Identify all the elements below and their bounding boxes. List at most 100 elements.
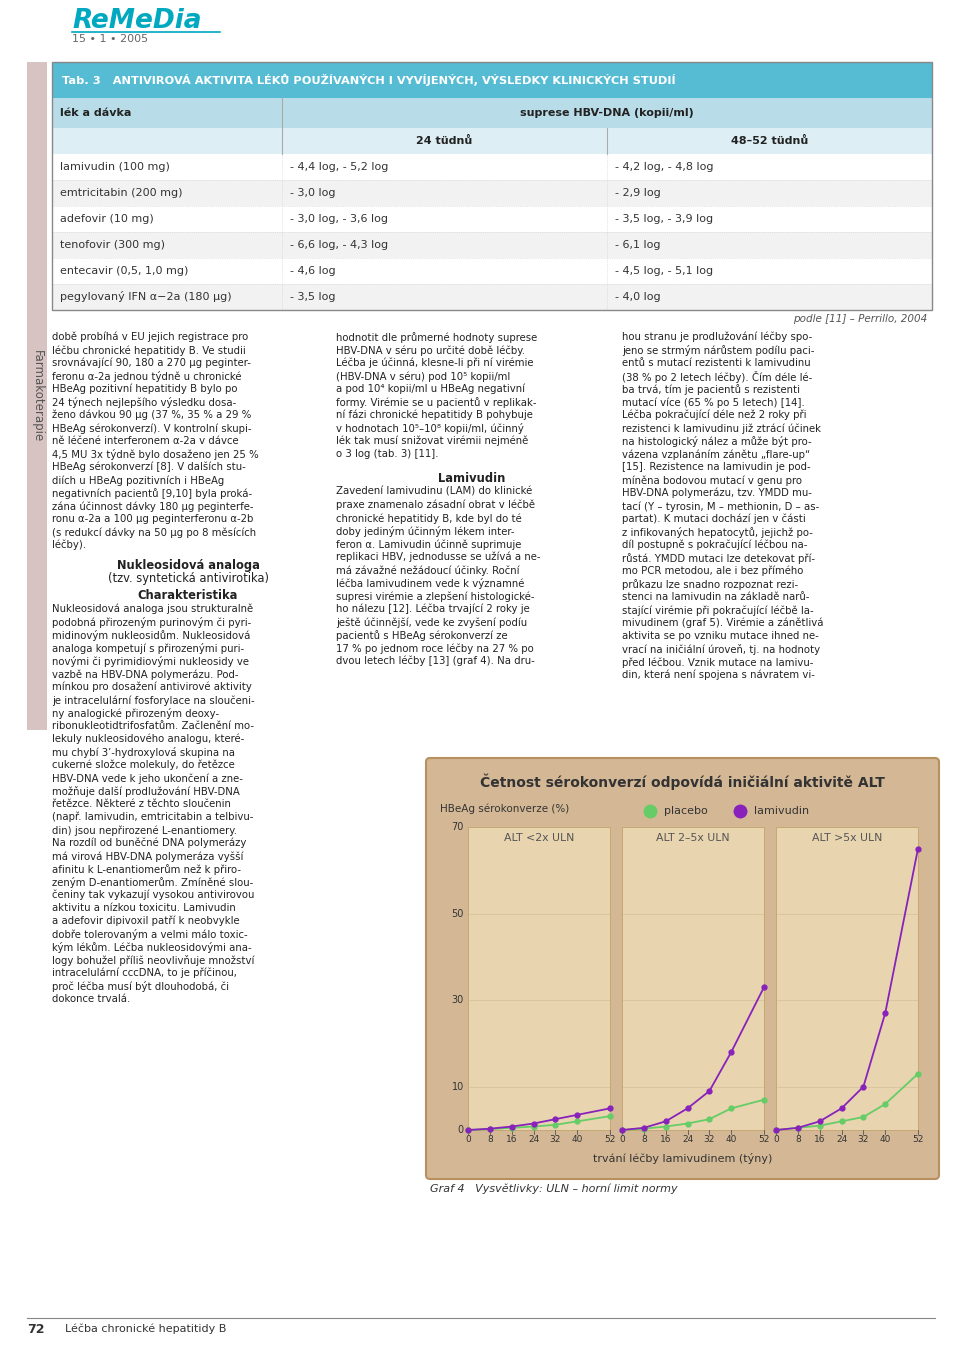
Text: ALT 2–5x ULN: ALT 2–5x ULN (657, 833, 730, 843)
Text: mo PCR metodou, ale i bez přímého: mo PCR metodou, ale i bez přímého (622, 565, 804, 576)
Text: 24: 24 (836, 1135, 847, 1144)
Text: novými či pyrimidiovými nukleosidy ve: novými či pyrimidiovými nukleosidy ve (52, 656, 249, 667)
Text: din) jsou nepřirozené L-enantiomery.: din) jsou nepřirozené L-enantiomery. (52, 824, 237, 835)
Text: Četnost sérokonverzí odpovídá iničiální aktivitě ALT: Četnost sérokonverzí odpovídá iničiální … (480, 774, 885, 791)
Text: 32: 32 (704, 1135, 715, 1144)
Text: léčbu chronické hepatitidy B. Ve studii: léčbu chronické hepatitidy B. Ve studii (52, 344, 246, 355)
Text: placebo: placebo (664, 805, 708, 816)
Text: míněna bodovou mutací v genu pro: míněna bodovou mutací v genu pro (622, 475, 802, 485)
Text: - 6,1 log: - 6,1 log (615, 240, 660, 250)
Bar (52, 127, 932, 155)
Text: léčby).: léčby). (52, 540, 86, 551)
Text: léčba lamivudinem vede k významné: léčba lamivudinem vede k významné (336, 578, 524, 589)
Text: před léčbou. Vznik mutace na lamivu-: před léčbou. Vznik mutace na lamivu- (622, 658, 813, 667)
Text: 40: 40 (571, 1135, 583, 1144)
Text: Léčba pokračující déle než 2 roky při: Léčba pokračující déle než 2 roky při (622, 410, 806, 420)
Bar (52, 62, 932, 98)
Text: 40: 40 (879, 1135, 891, 1144)
Text: rezistenci k lamivudinu již ztrácí účinek: rezistenci k lamivudinu již ztrácí účine… (622, 423, 821, 434)
Text: 32: 32 (550, 1135, 561, 1144)
Text: je intracelulární fosforylace na sloučeni-: je intracelulární fosforylace na sloučen… (52, 696, 254, 705)
Text: Lamivudin: Lamivudin (439, 472, 506, 485)
Text: - 4,2 log, - 4,8 log: - 4,2 log, - 4,8 log (615, 161, 713, 172)
Text: intracelulární cccDNA, to je příčinou,: intracelulární cccDNA, to je příčinou, (52, 968, 237, 979)
Text: midinovým nukleosidům. Nukleosidová: midinovým nukleosidům. Nukleosidová (52, 631, 251, 641)
Text: podobná přirozeným purinovým či pyri-: podobná přirozeným purinovým či pyri- (52, 617, 252, 628)
Text: 0: 0 (619, 1135, 625, 1144)
Text: (tzv. syntetická antivirotika): (tzv. syntetická antivirotika) (108, 572, 269, 584)
Text: 17 % po jednom roce léčby na 27 % po: 17 % po jednom roce léčby na 27 % po (336, 643, 534, 654)
Text: HBeAg sérokonverze (%): HBeAg sérokonverze (%) (440, 804, 569, 815)
Text: zeným D-enantiomerům. Zmíněné slou-: zeným D-enantiomerům. Zmíněné slou- (52, 877, 253, 888)
Text: 4,5 MU 3x týdně bylo dosaženo jen 25 %: 4,5 MU 3x týdně bylo dosaženo jen 25 % (52, 449, 258, 460)
Bar (52, 232, 932, 258)
Text: ženo dávkou 90 μg (37 %, 35 % a 29 %: ženo dávkou 90 μg (37 %, 35 % a 29 % (52, 410, 252, 420)
Text: dokonce trvalá.: dokonce trvalá. (52, 994, 131, 1003)
Text: chronické hepatitidy B, kde byl do té: chronické hepatitidy B, kde byl do té (336, 513, 521, 523)
Text: vazbě na HBV-DNA polymerázu. Pod-: vazbě na HBV-DNA polymerázu. Pod- (52, 669, 238, 679)
Text: ně léčené interferonem α-2a v dávce: ně léčené interferonem α-2a v dávce (52, 437, 239, 446)
Text: [15]. Rezistence na lamivudin je pod-: [15]. Rezistence na lamivudin je pod- (622, 462, 810, 472)
Text: díl postupně s pokračující léčbou na-: díl postupně s pokračující léčbou na- (622, 540, 807, 551)
Bar (776, 827, 918, 1130)
Text: (HBV-DNA v séru) pod 10⁵ kopii/ml: (HBV-DNA v séru) pod 10⁵ kopii/ml (336, 372, 511, 381)
Text: supresi virémie a zlepšení histologické-: supresi virémie a zlepšení histologické- (336, 591, 535, 602)
Text: 52: 52 (758, 1135, 770, 1144)
Text: stající virémie při pokračující léčbě la-: stající virémie při pokračující léčbě la… (622, 605, 814, 616)
Text: ho nálezu [12]. Léčba trvající 2 roky je: ho nálezu [12]. Léčba trvající 2 roky je (336, 603, 530, 614)
Text: (s redukcí dávky na 50 μg po 8 měsících: (s redukcí dávky na 50 μg po 8 měsících (52, 527, 256, 537)
Text: ronu α-2a a 100 μg peginterferonu α-2b: ronu α-2a a 100 μg peginterferonu α-2b (52, 514, 253, 523)
Bar (52, 283, 932, 311)
Text: suprese HBV-DNA (kopii/ml): suprese HBV-DNA (kopii/ml) (520, 108, 694, 118)
Text: HBeAg sérokonverzí [8]. V dalších stu-: HBeAg sérokonverzí [8]. V dalších stu- (52, 462, 246, 472)
Text: HBV-DNA polymerázu, tzv. YMDD mu-: HBV-DNA polymerázu, tzv. YMDD mu- (622, 488, 812, 499)
Text: ba trvá, tím je pacientů s rezistenti: ba trvá, tím je pacientů s rezistenti (622, 384, 800, 395)
Text: HBV-DNA v séru po určité době léčby.: HBV-DNA v séru po určité době léčby. (336, 344, 525, 355)
Text: doby jediným účinným lékem inter-: doby jediným účinným lékem inter- (336, 526, 515, 537)
Text: analoga kompetují s přirozenými puri-: analoga kompetují s přirozenými puri- (52, 643, 244, 654)
Text: negativních pacientů [9,10] byla proká-: negativních pacientů [9,10] byla proká- (52, 488, 252, 499)
Text: a adefovir dipivoxil patří k neobvykle: a adefovir dipivoxil patří k neobvykle (52, 917, 240, 926)
Text: HBV-DNA vede k jeho ukončení a zne-: HBV-DNA vede k jeho ukončení a zne- (52, 773, 243, 784)
Text: hodnotit dle průmerné hodnoty suprese: hodnotit dle průmerné hodnoty suprese (336, 332, 538, 343)
Text: tenofovir (300 mg): tenofovir (300 mg) (60, 240, 165, 250)
Text: - 4,5 log, - 5,1 log: - 4,5 log, - 5,1 log (615, 266, 713, 277)
Text: entů s mutací rezistenti k lamivudinu: entů s mutací rezistenti k lamivudinu (622, 358, 810, 367)
Bar (52, 206, 932, 232)
Text: 15 • 1 • 2005: 15 • 1 • 2005 (72, 34, 148, 43)
Text: formy. Virémie se u pacientů v replikak-: formy. Virémie se u pacientů v replikak- (336, 397, 537, 408)
Text: Tab. 3   ANTIVIROVÁ AKTIVITA LÉKŮ POUŽÍVANÝCH I VYVÍJENÝCH, VÝSLEDKY KLINICKÝCH : Tab. 3 ANTIVIROVÁ AKTIVITA LÉKŮ POUŽÍVAN… (62, 75, 676, 85)
Text: a pod 10⁴ kopii/ml u HBeAg negativní: a pod 10⁴ kopii/ml u HBeAg negativní (336, 384, 525, 395)
Text: (38 % po 2 letech léčby). Čím déle lé-: (38 % po 2 letech léčby). Čím déle lé- (622, 372, 812, 382)
Text: 24: 24 (528, 1135, 540, 1144)
Text: 8: 8 (641, 1135, 647, 1144)
Text: - 4,6 log: - 4,6 log (290, 266, 336, 277)
Text: dvou letech léčby [13] (graf 4). Na dru-: dvou letech léčby [13] (graf 4). Na dru- (336, 656, 535, 667)
Text: trvání léčby lamivudinem (týny): trvání léčby lamivudinem (týny) (593, 1153, 772, 1163)
Text: ribonukleotidtrifosfatům. Začlenění mo-: ribonukleotidtrifosfatům. Začlenění mo- (52, 721, 254, 731)
Text: ní fázi chronické hepatitidy B pohybuje: ní fázi chronické hepatitidy B pohybuje (336, 410, 533, 420)
Text: - 2,9 log: - 2,9 log (615, 188, 660, 198)
Text: průkazu lze snadno rozpoznat rezi-: průkazu lze snadno rozpoznat rezi- (622, 579, 798, 590)
Text: lék tak musí snižovat virémii nejméně: lék tak musí snižovat virémii nejméně (336, 437, 528, 446)
Text: praxe znamenalo zásadní obrat v léčbě: praxe znamenalo zásadní obrat v léčbě (336, 500, 535, 510)
Text: v hodnotach 10⁵–10⁸ kopii/ml, účinný: v hodnotach 10⁵–10⁸ kopii/ml, účinný (336, 423, 524, 434)
Text: HBeAg sérokonverzí). V kontrolní skupi-: HBeAg sérokonverzí). V kontrolní skupi- (52, 423, 252, 434)
Text: 40: 40 (726, 1135, 737, 1144)
Text: logy bohužel příliš neovlivňuje množství: logy bohužel příliš neovlivňuje množství (52, 955, 254, 965)
Text: - 3,0 log, - 3,6 log: - 3,0 log, - 3,6 log (290, 214, 388, 224)
Text: podle [11] – Perrillo, 2004: podle [11] – Perrillo, 2004 (793, 315, 927, 324)
Text: cukerné složce molekuly, do řetězce: cukerné složce molekuly, do řetězce (52, 759, 235, 770)
Text: na histologický nález a může být pro-: na histologický nález a může být pro- (622, 437, 811, 447)
Text: 52: 52 (604, 1135, 615, 1144)
Bar (468, 827, 610, 1130)
Bar (52, 62, 932, 311)
Text: 16: 16 (814, 1135, 826, 1144)
Text: 24 tüdnů: 24 tüdnů (417, 136, 472, 146)
Text: 70: 70 (451, 822, 464, 833)
Text: Charakteristika: Charakteristika (138, 589, 238, 602)
Text: lamivudin: lamivudin (754, 805, 809, 816)
FancyBboxPatch shape (426, 758, 939, 1178)
Text: z infikovaných hepatocytů, jejichž po-: z infikovaných hepatocytů, jejichž po- (622, 527, 813, 538)
Text: 72: 72 (27, 1323, 44, 1336)
